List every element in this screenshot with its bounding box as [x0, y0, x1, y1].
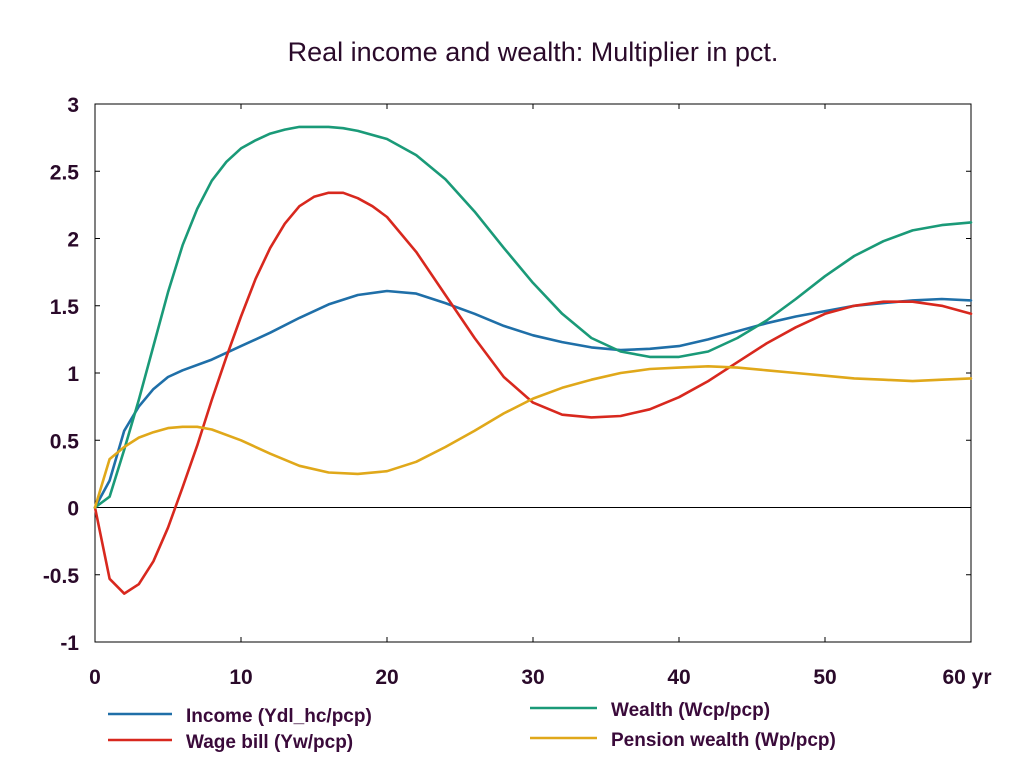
legend-label: Wage bill (Yw/pcp) — [186, 732, 353, 753]
y-tick-label: -0.5 — [43, 565, 80, 588]
y-tick-label: 3 — [67, 94, 79, 117]
x-tick-label: 60 yr — [942, 666, 991, 689]
x-tick-label: 40 — [667, 666, 690, 689]
y-tick-label: 0 — [67, 498, 79, 521]
x-tick-label: 10 — [229, 666, 252, 689]
y-tick-label: -1 — [60, 632, 79, 655]
x-tick-label: 30 — [521, 666, 544, 689]
x-tick-label: 0 — [89, 666, 101, 689]
chart-title: Real income and wealth: Multiplier in pc… — [288, 37, 779, 67]
series-line — [93, 289, 973, 509]
series-line — [93, 191, 973, 595]
y-tick-label: 1 — [67, 363, 79, 386]
plot-area: -1-0.500.511.522.530 10 20 30 40 50 60 yr — [43, 94, 992, 689]
y-tick-label: 2 — [67, 229, 79, 252]
legend-label: Wealth (Wcp/pcp) — [611, 700, 770, 721]
legend-label: Pension wealth (Wp/pcp) — [611, 730, 836, 751]
x-tick-label: 20 — [375, 666, 398, 689]
legend-label: Income (Ydl_hc/pcp) — [186, 706, 372, 727]
series-line — [93, 125, 973, 509]
y-tick-label: 0.5 — [50, 430, 80, 453]
y-tick-label: 2.5 — [50, 161, 80, 184]
y-tick-label: 1.5 — [50, 296, 80, 319]
plot-frame — [94, 103, 972, 643]
x-tick-label: 50 — [813, 666, 836, 689]
series-line — [93, 365, 973, 509]
legend: Income (Ydl_hc/pcp) Wage bill (Yw/pcp) Wea… — [108, 700, 836, 753]
